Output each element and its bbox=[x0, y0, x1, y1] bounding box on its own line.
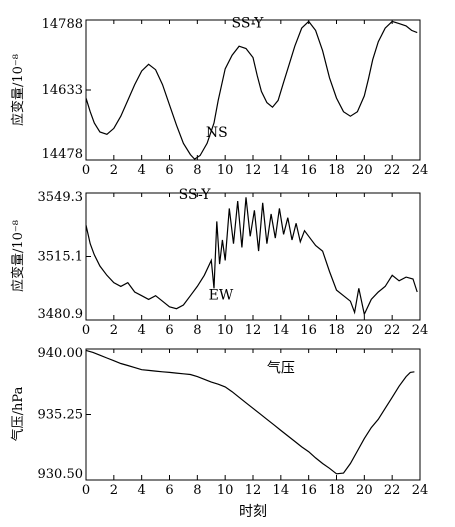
x-tick-label: 18 bbox=[328, 163, 345, 178]
x-tick-label: 16 bbox=[300, 163, 317, 178]
panel-3-yticks: 930.50 935.25 940.00 bbox=[38, 346, 91, 482]
panel-1-xticks: 0 2 4 6 8 10 12 14 16 18 20 22 24 bbox=[82, 20, 428, 178]
x-tick-label: 16 bbox=[300, 323, 317, 338]
panel-1-line bbox=[85, 20, 418, 160]
panel-2-yticks: 3480.9 3515.1 3549.3 bbox=[38, 190, 91, 322]
x-tick-label: 0 bbox=[82, 483, 90, 498]
panel-3: 0 2 4 6 8 10 12 14 16 18 20 22 24 930.50935.25940.00… bbox=[10, 346, 428, 520]
x-axis-title: 时刻 bbox=[239, 504, 267, 520]
x-tick-label: 10 bbox=[217, 323, 234, 338]
x-tick-label: 14 bbox=[273, 323, 290, 338]
y-tick-label: 3515.1 bbox=[38, 250, 84, 265]
x-tick-label: 6 bbox=[165, 323, 173, 338]
panel-2-ylabel: 应变量/10⁻⁸ bbox=[10, 220, 26, 292]
series-annotation: SS-Y bbox=[231, 16, 264, 32]
x-tick-label: 0 bbox=[82, 163, 90, 178]
x-tick-label: 24 bbox=[412, 163, 429, 178]
x-tick-label: 20 bbox=[356, 323, 373, 338]
x-tick-label: 24 bbox=[412, 483, 429, 498]
panel-1-ylabel: 应变量/10⁻⁸ bbox=[10, 54, 26, 126]
panel-1-frame bbox=[85, 19, 421, 161]
x-tick-label: 6 bbox=[165, 163, 173, 178]
panel-3-ylabel: 气压/hPa bbox=[10, 386, 26, 441]
y-tick-label: 935.25 bbox=[38, 408, 84, 423]
x-tick-label: 4 bbox=[138, 163, 146, 178]
x-tick-label: 2 bbox=[110, 163, 118, 178]
panel-3-line bbox=[85, 349, 415, 475]
panel-2: 0 2 4 6 8 10 12 14 16 18 20 22 24 3480.93515.13549.3… bbox=[10, 187, 428, 338]
x-tick-label: 10 bbox=[217, 483, 234, 498]
x-tick-label: 2 bbox=[110, 323, 118, 338]
x-tick-label: 2 bbox=[110, 483, 118, 498]
x-tick-label: 8 bbox=[193, 323, 201, 338]
x-tick-label: 10 bbox=[217, 163, 234, 178]
x-tick-label: 12 bbox=[245, 163, 262, 178]
series-annotation: NS bbox=[206, 125, 228, 141]
y-tick-label: 14478 bbox=[42, 147, 83, 162]
x-tick-label: 16 bbox=[300, 483, 317, 498]
x-tick-label: 24 bbox=[412, 323, 429, 338]
y-tick-label: 14788 bbox=[42, 17, 83, 32]
x-tick-label: 12 bbox=[245, 323, 262, 338]
panel-3-xticks: 0 2 4 6 8 10 12 14 16 18 20 22 24 bbox=[82, 349, 428, 498]
panel-3-annotations: 气压 bbox=[267, 360, 295, 376]
series-annotation: EW bbox=[209, 287, 234, 303]
x-tick-label: 18 bbox=[328, 483, 345, 498]
x-tick-label: 8 bbox=[193, 163, 201, 178]
x-tick-label: 4 bbox=[138, 483, 146, 498]
panel-2-line bbox=[85, 197, 418, 317]
x-tick-label: 8 bbox=[193, 483, 201, 498]
x-tick-label: 14 bbox=[273, 483, 290, 498]
x-tick-label: 22 bbox=[384, 323, 401, 338]
x-tick-label: 4 bbox=[138, 323, 146, 338]
x-tick-label: 20 bbox=[356, 483, 373, 498]
panel-1-annotations: SS-Y NS bbox=[206, 16, 264, 141]
x-tick-label: 22 bbox=[384, 163, 401, 178]
series-annotation: 气压 bbox=[267, 360, 295, 376]
x-tick-label: 14 bbox=[273, 163, 290, 178]
y-tick-label: 3480.9 bbox=[38, 307, 84, 322]
panel-3-frame bbox=[85, 348, 421, 481]
panel-1-yticks: 14478 14633 14788 bbox=[42, 17, 91, 162]
panel-2-annotations: SS-Y EW bbox=[179, 187, 234, 303]
series-annotation: SS-Y bbox=[179, 187, 212, 203]
x-tick-label: 22 bbox=[384, 483, 401, 498]
panel-2-frame bbox=[85, 192, 421, 321]
x-tick-label: 0 bbox=[82, 323, 90, 338]
y-tick-label: 3549.3 bbox=[38, 190, 84, 205]
x-tick-label: 18 bbox=[328, 323, 345, 338]
x-tick-label: 12 bbox=[245, 483, 262, 498]
y-tick-label: 14633 bbox=[42, 83, 83, 98]
y-tick-label: 930.50 bbox=[38, 467, 84, 482]
panel-2-xticks: 0 2 4 6 8 10 12 14 16 18 20 22 24 bbox=[82, 193, 428, 338]
y-tick-label: 940.00 bbox=[38, 346, 84, 361]
x-tick-label: 20 bbox=[356, 163, 373, 178]
x-tick-label: 6 bbox=[165, 483, 173, 498]
